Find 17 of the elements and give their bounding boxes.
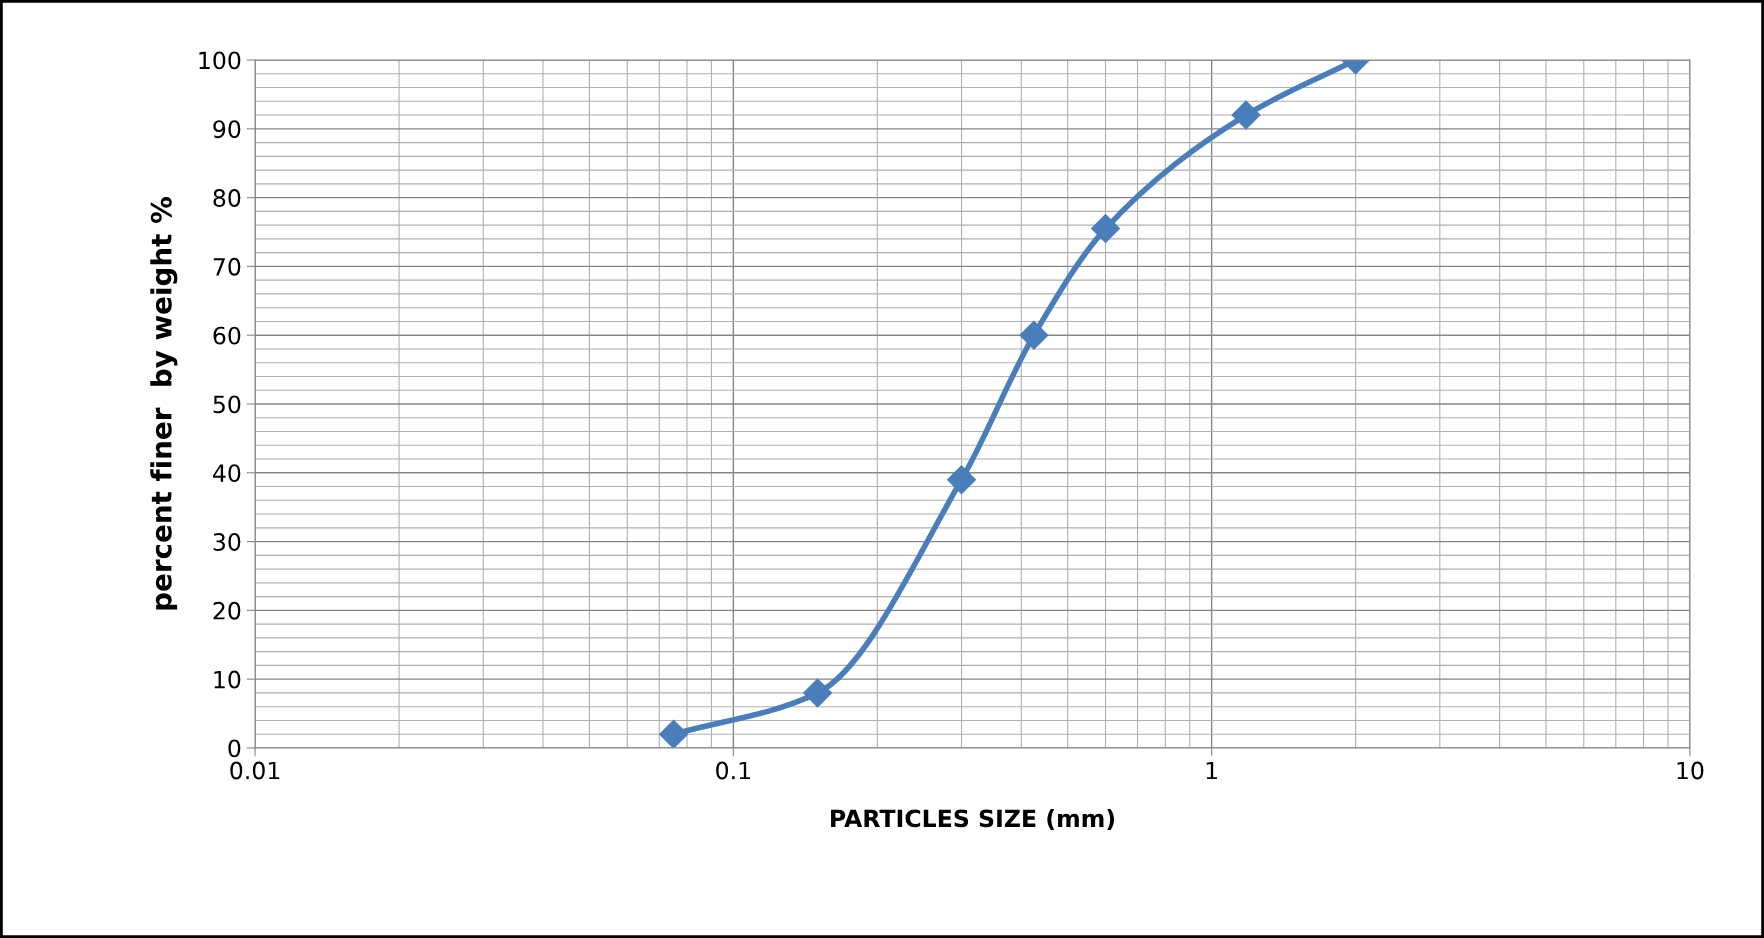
y-tick-label: 0 [228,739,241,758]
y-tick-label: 30 [213,533,241,551]
y-tick-label: 50 [213,395,241,414]
y-tick-label: 80 [213,189,241,207]
y-tick-label: 90 [213,120,241,139]
y-tick-label: 100 [199,51,241,70]
y-tick-label: 40 [212,464,241,483]
y-tick-label: 60 [213,326,241,345]
x-axis-title: PARTICLES SIZE (mm) [831,809,1115,831]
y-tick-label: 20 [213,601,241,620]
y-tick-label: 10 [214,670,241,689]
x-tick-label: 0.01 [230,761,280,780]
x-tick-label: 10 [1677,761,1704,780]
x-tick-label: 1 [1206,761,1217,780]
x-tick-label: 0.1 [716,761,750,780]
y-tick-label: 70 [213,257,241,276]
y-axis-title: percent finer by weight % [150,196,178,610]
